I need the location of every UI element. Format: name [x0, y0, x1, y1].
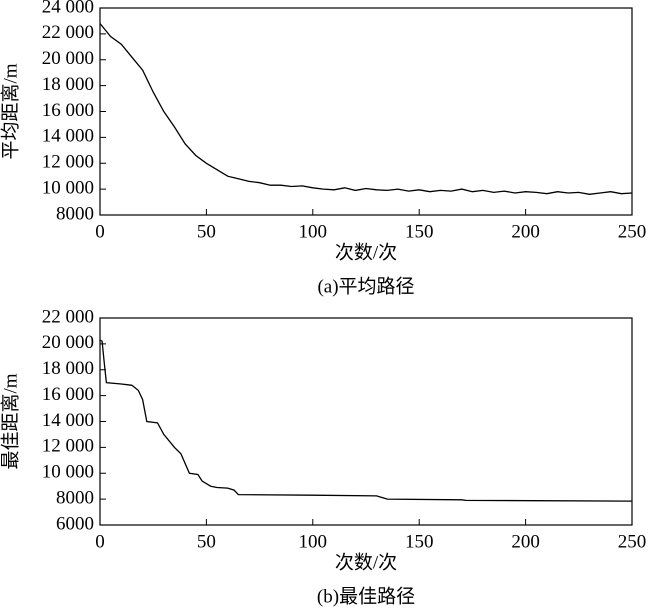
y-tick-label: 12 000	[42, 152, 94, 173]
y-tick-label: 10 000	[42, 462, 94, 483]
y-tick-label: 14 000	[42, 410, 94, 431]
plot-frame	[99, 317, 633, 526]
y-tick-label: 12 000	[42, 436, 94, 457]
y-tick-label: 16 000	[42, 384, 94, 405]
data-line	[99, 23, 633, 195]
caption: (b)最佳路径	[317, 585, 415, 607]
y-tick-label: 10 000	[42, 177, 94, 198]
y-tick-label: 20 000	[42, 48, 94, 69]
y-axis-label: 平均距离/m	[0, 63, 21, 159]
x-tick-label: 50	[197, 531, 216, 552]
y-tick-label: 22 000	[42, 22, 94, 43]
x-tick-label: 0	[95, 531, 105, 552]
y-tick-label: 24 000	[42, 0, 94, 17]
y-tick-label: 14 000	[42, 126, 94, 147]
y-tick-label: 8000	[56, 203, 94, 224]
y-tick-label: 18 000	[42, 74, 94, 95]
caption: (a)平均路径	[317, 275, 414, 297]
plot-frame	[99, 7, 633, 216]
x-tick-label: 150	[405, 531, 434, 552]
y-tick-label: 22 000	[42, 306, 94, 327]
x-tick-label: 100	[299, 221, 328, 242]
y-tick-label: 8000	[56, 487, 94, 508]
x-tick-label: 50	[197, 221, 216, 242]
x-tick-label: 0	[95, 221, 105, 242]
y-tick-label: 20 000	[42, 332, 94, 353]
x-tick-label: 250	[618, 531, 647, 552]
y-tick-label: 6000	[56, 513, 94, 534]
x-tick-label: 150	[405, 221, 434, 242]
y-axis-label: 最佳距离/m	[0, 373, 21, 469]
x-tick-label: 100	[299, 531, 328, 552]
x-tick-label: 250	[618, 221, 647, 242]
y-tick-label: 18 000	[42, 358, 94, 379]
x-axis-label: 次数/次	[335, 551, 397, 573]
x-tick-label: 200	[511, 221, 540, 242]
y-tick-label: 16 000	[42, 100, 94, 121]
data-line	[99, 339, 633, 502]
x-tick-label: 200	[511, 531, 540, 552]
x-axis-label: 次数/次	[335, 241, 397, 263]
